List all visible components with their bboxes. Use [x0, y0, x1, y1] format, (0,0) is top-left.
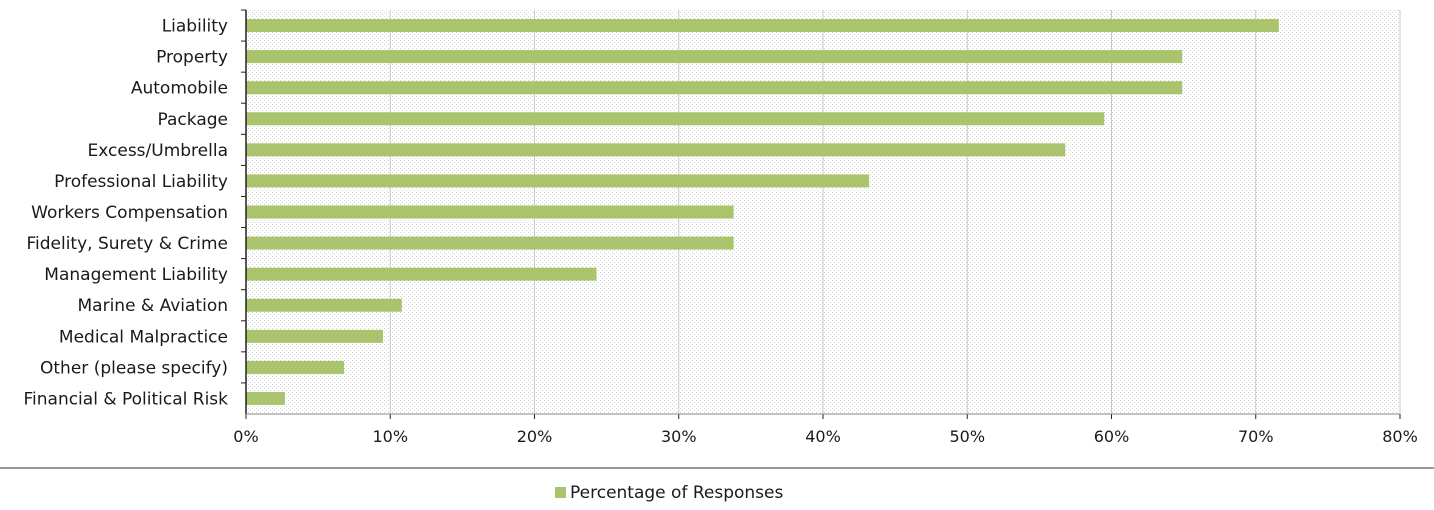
category-label: Medical Malpractice — [59, 327, 228, 347]
bars — [246, 19, 1279, 405]
x-tick-label: 80% — [1382, 427, 1418, 446]
category-label: Marine & Aviation — [78, 296, 229, 316]
x-tick-label: 30% — [661, 427, 697, 446]
category-label: Professional Liability — [54, 172, 228, 192]
x-tick-label: 70% — [1238, 427, 1274, 446]
legend-label: Percentage of Responses — [570, 483, 783, 503]
category-label: Automobile — [131, 79, 228, 99]
category-label: Workers Compensation — [31, 203, 228, 223]
category-labels: Liability Property Automobile Package Excess… — [23, 9, 246, 409]
category-label: Liability — [162, 17, 228, 37]
category-label: Fidelity, Surety & Crime — [26, 234, 228, 254]
x-tick-label: 50% — [949, 427, 985, 446]
bar — [246, 298, 402, 312]
x-tick-label: 40% — [805, 427, 841, 446]
category-label: Package — [158, 110, 228, 130]
bar — [246, 329, 384, 343]
legend: Percentage of Responses — [555, 483, 783, 503]
bar — [246, 205, 734, 219]
category-label: Property — [156, 48, 228, 68]
category-label: Excess/Umbrella — [88, 141, 228, 161]
x-tick-label: 0% — [233, 427, 258, 446]
x-tick-label: 10% — [372, 427, 408, 446]
x-axis-ticks: 0% 10% 20% 30% 40% 50% 60% 70% 80% — [233, 414, 1418, 446]
bar — [246, 19, 1279, 33]
legend-swatch — [555, 487, 566, 498]
category-label: Financial & Political Risk — [23, 389, 228, 409]
bar — [246, 236, 734, 250]
category-label: Other (please specify) — [40, 358, 228, 378]
bar — [246, 360, 345, 374]
bar — [246, 143, 1066, 157]
bar — [246, 112, 1105, 126]
category-label: Management Liability — [44, 265, 228, 285]
bar — [246, 267, 597, 281]
bar — [246, 391, 285, 405]
bar — [246, 174, 870, 188]
x-tick-label: 60% — [1094, 427, 1130, 446]
bar — [246, 81, 1183, 95]
x-tick-label: 20% — [517, 427, 553, 446]
bar — [246, 50, 1183, 64]
